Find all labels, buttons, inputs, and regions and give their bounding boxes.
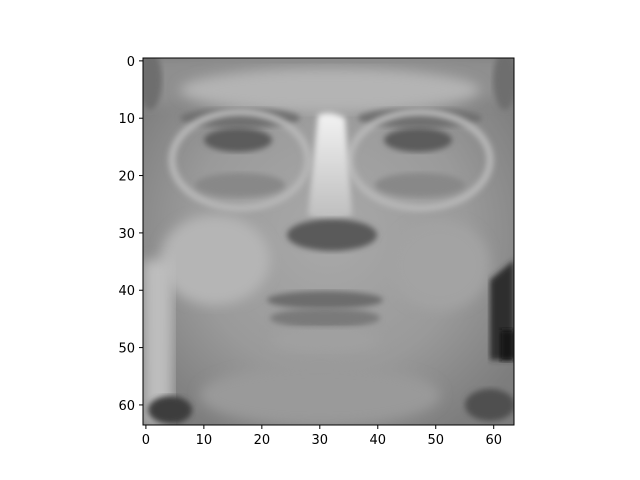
- y-tick-label: 0: [127, 55, 135, 70]
- y-axis: 0 10 20 30 40 50 60: [118, 55, 143, 414]
- axes-frame: [142, 57, 515, 426]
- y-tick-label: 60: [118, 399, 135, 414]
- x-tick-label: 20: [254, 433, 271, 448]
- y-tick-label: 10: [118, 112, 135, 127]
- x-tick-label: 50: [427, 433, 444, 448]
- face-image: [143, 58, 514, 425]
- y-tick-label: 40: [118, 284, 135, 299]
- x-tick-label: 30: [312, 433, 329, 448]
- x-tick-label: 0: [142, 433, 150, 448]
- x-tick-label: 60: [485, 433, 502, 448]
- y-tick-label: 20: [118, 170, 135, 185]
- x-tick-label: 40: [370, 433, 387, 448]
- y-tick-label: 50: [118, 342, 135, 357]
- x-axis: 0 10 20 30 40 50 60: [142, 425, 502, 448]
- x-tick-label: 10: [196, 433, 213, 448]
- y-tick-label: 30: [118, 227, 135, 242]
